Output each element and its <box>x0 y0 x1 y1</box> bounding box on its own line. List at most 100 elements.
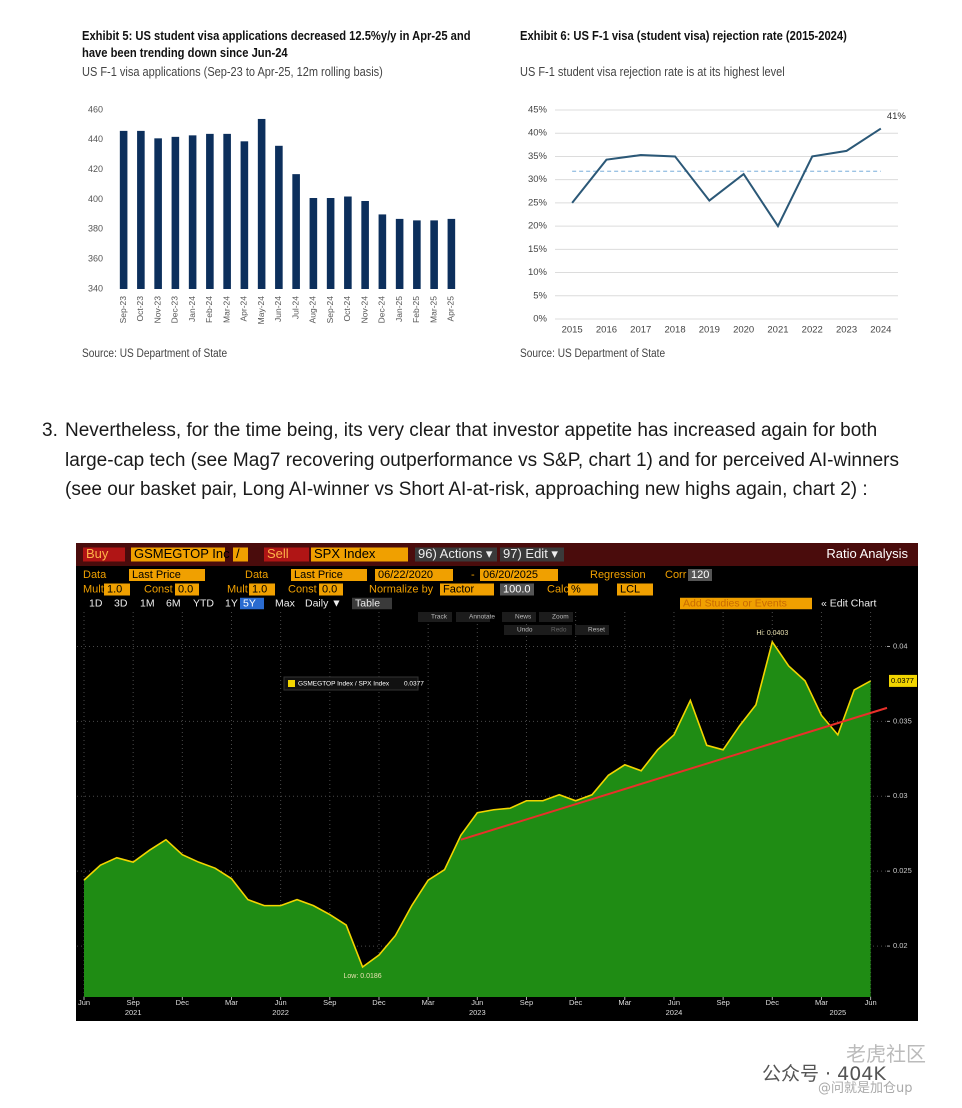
bar <box>309 198 318 289</box>
toolbar-text[interactable]: Mult <box>83 583 104 595</box>
x-tick-label: Mar <box>815 998 828 1007</box>
x-tick-label: Sep <box>323 998 336 1007</box>
toolbar-field <box>83 547 125 562</box>
x-tick-label: Dec <box>569 998 583 1007</box>
line <box>571 127 882 229</box>
toolbar-text[interactable]: 06/20/2025 <box>483 569 538 581</box>
bar <box>447 218 456 289</box>
toolbar-text[interactable]: Data <box>245 569 269 581</box>
chart-subtitle: US F-1 student visa rejection rate is at… <box>520 65 785 79</box>
toolbar-field <box>480 569 558 581</box>
x-tick-label: Jan-25 <box>394 296 404 322</box>
bar <box>119 130 128 289</box>
y-tick-label: 30% <box>528 174 548 185</box>
toolbar-text[interactable]: Daily ▼ <box>305 597 342 609</box>
toolbar-text[interactable]: 06/22/2020 <box>378 569 433 581</box>
toolbar-text[interactable]: Factor <box>443 583 475 595</box>
list-number: 3. <box>42 420 58 441</box>
toolbar-text[interactable]: LCL <box>620 583 640 595</box>
toolbar-text[interactable]: 96) Actions ▾ <box>418 546 493 561</box>
toolbar-text[interactable]: 5Y <box>243 597 256 609</box>
toolbar-text[interactable]: Table <box>355 597 380 609</box>
toolbar-text[interactable]: Corr <box>665 569 687 581</box>
chart-tool[interactable]: Reset <box>588 627 605 634</box>
toolbar-text[interactable]: 1.0 <box>107 583 122 595</box>
toolbar-text[interactable]: Max <box>275 597 296 609</box>
toolbar-text[interactable]: 1Y <box>225 597 238 609</box>
toolbar-text[interactable]: Ratio Analysis <box>826 546 908 561</box>
x-tick-label: May-24 <box>256 296 266 325</box>
x-tick-label: Jun <box>668 998 680 1007</box>
y-tick-label: 380 <box>88 224 103 234</box>
toolbar-field <box>375 569 453 581</box>
toolbar-text[interactable]: « Edit Chart <box>821 597 877 609</box>
x-year-label: 2022 <box>272 1008 289 1017</box>
x-tick-label: Feb-24 <box>204 296 214 323</box>
toolbar-text[interactable]: Mult <box>227 583 248 595</box>
toolbar-text[interactable]: % <box>571 583 581 595</box>
x-tick-label: Jan-24 <box>187 296 197 322</box>
toolbar-field <box>352 597 392 610</box>
chart-tool-bg <box>456 612 490 622</box>
y-tick-label: 0.03 <box>893 791 908 800</box>
toolbar-field <box>240 597 264 610</box>
toolbar-text[interactable]: Const <box>144 583 173 595</box>
chart-tool[interactable]: News <box>515 614 532 621</box>
toolbar-text[interactable]: 1D <box>89 597 103 609</box>
toolbar-text[interactable]: SPX Index <box>314 546 376 561</box>
toolbar-text[interactable]: 120 <box>691 569 709 581</box>
y-tick-label: 5% <box>533 290 547 301</box>
x-tick-label: Dec-24 <box>377 296 387 324</box>
chart-tool[interactable]: Annotate <box>469 614 495 621</box>
chart-tool[interactable]: Undo <box>517 627 533 634</box>
toolbar-field <box>680 597 812 610</box>
toolbar-text[interactable]: 97) Edit ▾ <box>503 546 558 561</box>
toolbar-text[interactable]: Buy <box>86 546 109 561</box>
toolbar-text[interactable]: Normalize by <box>369 583 434 595</box>
x-tick-label: Mar <box>618 998 631 1007</box>
y-tick-label: 420 <box>88 164 103 174</box>
toolbar-text[interactable]: Sell <box>267 546 289 561</box>
chart-tool[interactable]: Zoom <box>552 614 569 621</box>
toolbar-text[interactable]: Last Price <box>132 569 181 581</box>
toolbar-text[interactable]: 0.0 <box>178 583 193 595</box>
bar <box>206 133 214 289</box>
chart-tool[interactable]: Track <box>431 614 448 621</box>
y-tick-label: 0.035 <box>893 716 912 725</box>
toolbar-text[interactable]: Data <box>83 569 107 581</box>
toolbar-text[interactable]: Last Price <box>294 569 343 581</box>
x-tick-label: Sep-23 <box>118 296 128 324</box>
toolbar-text[interactable]: - <box>471 569 475 581</box>
toolbar-text[interactable]: 0.0 <box>322 583 337 595</box>
legend-box <box>283 676 419 691</box>
toolbar-text[interactable]: 1M <box>140 597 155 609</box>
bar <box>137 130 145 289</box>
toolbar-text[interactable]: 3D <box>114 597 128 609</box>
toolbar-text[interactable]: 1.0 <box>252 583 267 595</box>
toolbar-text[interactable]: Regression <box>590 569 646 581</box>
bar <box>223 133 231 289</box>
toolbar-text[interactable]: GSMEGTOP Inc <box>134 546 230 561</box>
toolbar-text[interactable]: 100.0 <box>503 583 531 595</box>
x-year-label: 2025 <box>829 1008 846 1017</box>
x-tick-label: Mar-24 <box>221 296 231 323</box>
x-tick-label: Feb-25 <box>411 296 421 323</box>
chart-tool[interactable]: Redo <box>551 627 567 634</box>
toolbar-field <box>131 547 225 562</box>
toolbar-text[interactable]: Calc <box>547 583 570 595</box>
toolbar-text[interactable]: / <box>236 546 240 561</box>
toolbar-text[interactable]: YTD <box>193 597 214 609</box>
trend-line <box>460 706 888 841</box>
last-value-box <box>889 674 917 687</box>
toolbar-text[interactable]: Add Studies or Events <box>683 597 787 609</box>
x-tick-label: Nov-23 <box>152 296 162 324</box>
toolbar-text[interactable]: 6M <box>166 597 181 609</box>
x-tick-label: 2019 <box>699 325 720 336</box>
chart-title: Exhibit 5: US student visa applications … <box>82 28 471 60</box>
y-tick-label: 440 <box>88 134 103 144</box>
x-tick-label: Jun <box>78 998 90 1007</box>
x-tick-label: Jun-24 <box>273 296 283 322</box>
toolbar-text[interactable]: Const <box>288 583 317 595</box>
toolbar-field <box>311 547 408 562</box>
